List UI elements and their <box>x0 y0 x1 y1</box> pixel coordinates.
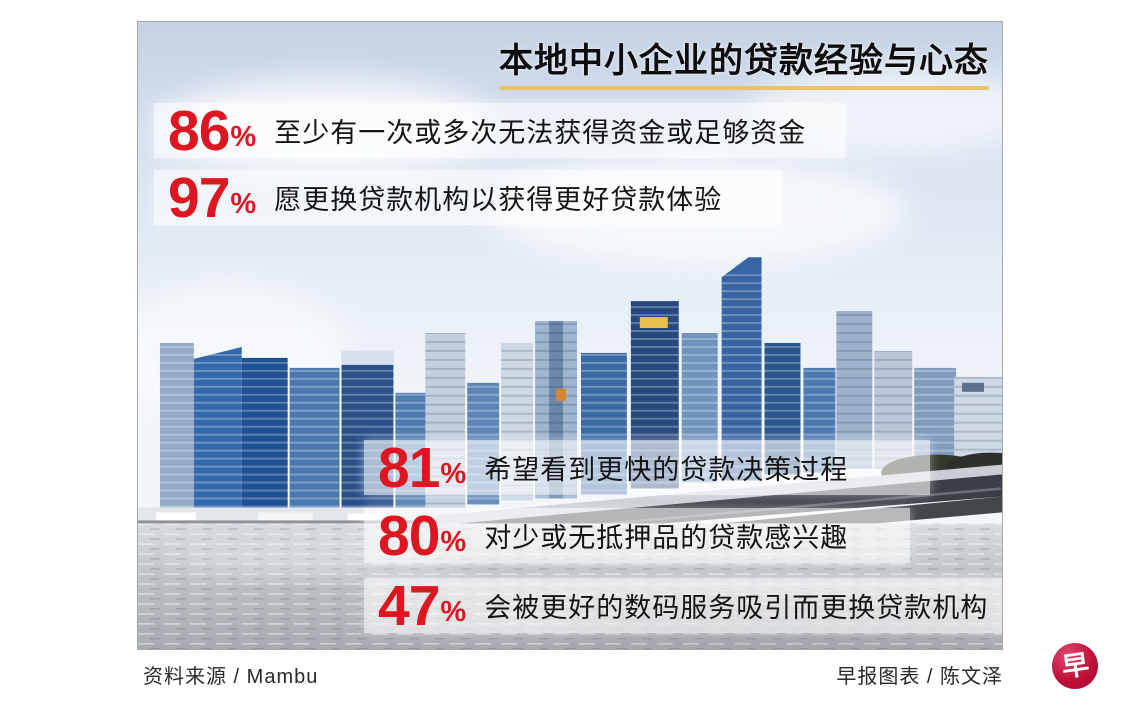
percent-sign: % <box>440 596 467 628</box>
stat-label: 至少有一次或多次无法获得资金或足够资金 <box>274 118 807 148</box>
percent-sign: % <box>230 121 257 153</box>
stat-row-faster-decisions: 81 % 希望看到更快的贷款决策过程 <box>364 435 930 500</box>
zaobao-logo-glyph: 早 <box>1059 648 1091 683</box>
title-underline <box>499 86 989 90</box>
stat-row-funding-failure: 86 % 至少有一次或多次无法获得资金或足够资金 <box>154 98 846 163</box>
skyline-photo: 本地中小企业的贷款经验与心态 86 % 至少有一次或多次无法获得资金或足够资金 … <box>137 21 1003 650</box>
percent-sign: % <box>440 458 467 490</box>
stat-value: 80 <box>378 503 440 568</box>
headline: 本地中小企业的贷款经验与心态 <box>499 41 989 90</box>
stat-label: 对少或无抵押品的贷款感兴趣 <box>484 523 849 553</box>
stat-row-low-collateral: 80 % 对少或无抵押品的贷款感兴趣 <box>364 503 910 568</box>
data-source-caption: 资料来源 / Mambu <box>143 666 319 688</box>
stat-label: 希望看到更快的贷款决策过程 <box>484 455 849 485</box>
stat-value: 86 <box>168 98 230 163</box>
stat-value: 81 <box>378 435 440 500</box>
stat-row-switch-lender: 97 % 愿更换贷款机构以获得更好贷款体验 <box>154 165 782 230</box>
stat-value: 97 <box>168 165 230 230</box>
zaobao-logo: 早 <box>1052 643 1098 689</box>
stat-row-digital-services: 47 % 会被更好的数码服务吸引而更换贷款机构 <box>364 573 1002 638</box>
percent-sign: % <box>230 188 257 220</box>
percent-sign: % <box>440 526 467 558</box>
stat-value: 47 <box>378 573 440 638</box>
stat-label: 会被更好的数码服务吸引而更换贷款机构 <box>484 593 989 623</box>
graphic-credit-caption: 早报图表 / 陈文泽 <box>836 666 1003 688</box>
page-title: 本地中小企业的贷款经验与心态 <box>499 42 989 80</box>
stat-label: 愿更换贷款机构以获得更好贷款体验 <box>274 185 723 215</box>
